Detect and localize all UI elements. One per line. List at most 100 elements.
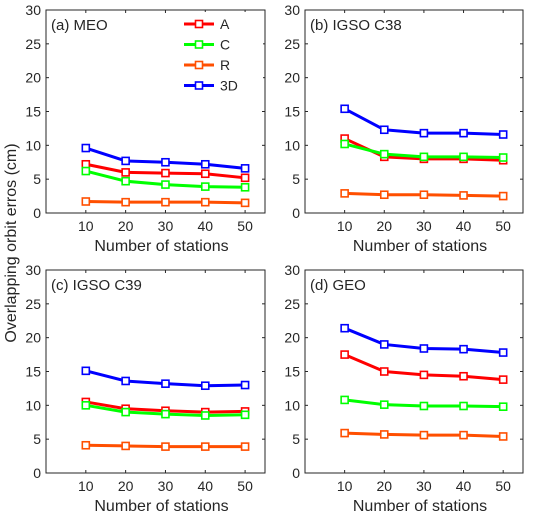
x-tick-label: 40 bbox=[197, 478, 213, 494]
panel-title: (b) IGSO C38 bbox=[310, 17, 402, 34]
data-point-3D bbox=[379, 340, 389, 349]
y-tick-label: 5 bbox=[33, 431, 41, 447]
plot-frame bbox=[304, 9, 524, 214]
y-tick-label: 20 bbox=[25, 70, 41, 86]
data-point-C bbox=[498, 153, 508, 162]
legend-marker-A bbox=[194, 19, 204, 29]
x-tick-label: 50 bbox=[495, 478, 511, 494]
y-tick-label: 25 bbox=[25, 296, 41, 312]
data-point-R bbox=[340, 428, 349, 438]
data-point-3D bbox=[81, 143, 91, 153]
legend-label: A bbox=[220, 16, 230, 32]
data-point-3D bbox=[340, 104, 349, 114]
y-tick-label: 0 bbox=[33, 205, 41, 221]
subplot-1: 0 5 10 15 20 25 30 10 20 30 40 50 Number of stations… bbox=[25, 2, 266, 255]
y-tick-label: 30 bbox=[25, 262, 41, 278]
data-point-C bbox=[379, 400, 389, 409]
data-point-C bbox=[81, 401, 91, 410]
y-tick-label: 20 bbox=[25, 330, 41, 346]
data-point-R bbox=[498, 191, 508, 201]
x-tick-label: 40 bbox=[456, 478, 472, 494]
figure-y-axis-label: Overlapping orbit erros (cm) bbox=[3, 143, 20, 342]
legend-box bbox=[180, 12, 263, 98]
x-tick-label: 40 bbox=[456, 218, 472, 234]
x-tick-label: 30 bbox=[416, 478, 432, 494]
y-tick-label: 25 bbox=[25, 36, 41, 52]
data-point-3D bbox=[200, 381, 210, 391]
x-tick-label: 10 bbox=[337, 218, 353, 234]
data-point-3D bbox=[459, 344, 468, 354]
data-point-3D bbox=[498, 348, 508, 357]
y-tick-label: 5 bbox=[33, 171, 41, 187]
data-point-C bbox=[240, 182, 250, 192]
x-axis-label: Number of stations bbox=[94, 238, 228, 255]
data-point-C bbox=[379, 149, 389, 159]
x-tick-label: 30 bbox=[158, 478, 174, 494]
data-point-C bbox=[459, 401, 468, 411]
data-point-3D bbox=[419, 344, 429, 353]
subplot-2: 0 5 10 15 20 25 30 10 20 30 40 50 Number of stations… bbox=[284, 2, 524, 255]
data-point-3D bbox=[240, 164, 250, 173]
data-point-3D bbox=[419, 128, 429, 138]
y-tick-label: 30 bbox=[284, 2, 300, 18]
data-point-A bbox=[161, 168, 170, 178]
data-point-A bbox=[340, 350, 349, 359]
panel-title: (d) GEO bbox=[310, 277, 366, 294]
y-tick-label: 0 bbox=[292, 205, 300, 221]
data-point-R bbox=[200, 197, 210, 207]
data-point-3D bbox=[459, 128, 468, 138]
panel-title: (c) IGSO C39 bbox=[51, 277, 142, 294]
data-point-A bbox=[379, 367, 389, 376]
x-tick-label: 50 bbox=[237, 218, 253, 234]
x-tick-label: 50 bbox=[237, 478, 253, 494]
legend-label: R bbox=[220, 57, 230, 73]
x-tick-label: 10 bbox=[78, 478, 94, 494]
data-point-C bbox=[459, 152, 468, 162]
data-point-C bbox=[200, 182, 210, 191]
x-tick-label: 20 bbox=[376, 218, 392, 234]
data-point-C bbox=[498, 402, 508, 411]
x-axis-label: Number of stations bbox=[353, 238, 487, 255]
data-point-3D bbox=[379, 125, 389, 135]
y-tick-label: 15 bbox=[284, 104, 300, 120]
data-point-R bbox=[240, 442, 250, 451]
data-point-A bbox=[81, 159, 91, 169]
y-tick-label: 10 bbox=[284, 397, 300, 413]
data-point-R bbox=[419, 190, 429, 200]
data-point-3D bbox=[121, 156, 130, 166]
y-tick-label: 10 bbox=[25, 397, 41, 413]
data-point-3D bbox=[81, 366, 91, 376]
legend-marker-3D bbox=[194, 81, 204, 90]
data-point-R bbox=[379, 190, 389, 200]
y-tick-label: 15 bbox=[25, 364, 41, 380]
legend-label: 3D bbox=[220, 78, 238, 94]
data-point-R bbox=[459, 191, 468, 200]
data-point-C bbox=[121, 407, 130, 417]
data-point-C bbox=[161, 180, 170, 189]
data-point-A bbox=[419, 370, 429, 380]
data-point-C bbox=[200, 411, 210, 420]
x-tick-label: 20 bbox=[118, 478, 134, 494]
data-point-A bbox=[240, 173, 250, 183]
y-tick-label: 25 bbox=[284, 36, 300, 52]
y-tick-label: 0 bbox=[33, 465, 41, 481]
data-point-R bbox=[379, 430, 389, 439]
x-tick-label: 20 bbox=[118, 218, 134, 234]
data-point-R bbox=[459, 430, 468, 440]
y-tick-label: 20 bbox=[284, 70, 300, 86]
data-point-3D bbox=[340, 323, 349, 333]
data-point-A bbox=[121, 168, 130, 177]
data-point-3D bbox=[161, 157, 170, 167]
data-point-C bbox=[240, 410, 250, 420]
legend-label: C bbox=[220, 37, 230, 53]
x-tick-label: 30 bbox=[158, 218, 174, 234]
y-tick-label: 10 bbox=[25, 137, 41, 153]
y-tick-label: 30 bbox=[284, 262, 300, 278]
subplot-3: 0 5 10 15 20 25 30 10 20 30 40 50 Number of stations… bbox=[25, 262, 266, 515]
data-point-R bbox=[340, 189, 349, 198]
panel-title: (a) MEO bbox=[51, 17, 108, 34]
data-point-R bbox=[419, 430, 429, 440]
data-point-R bbox=[240, 198, 250, 208]
plot-frame bbox=[304, 269, 524, 474]
